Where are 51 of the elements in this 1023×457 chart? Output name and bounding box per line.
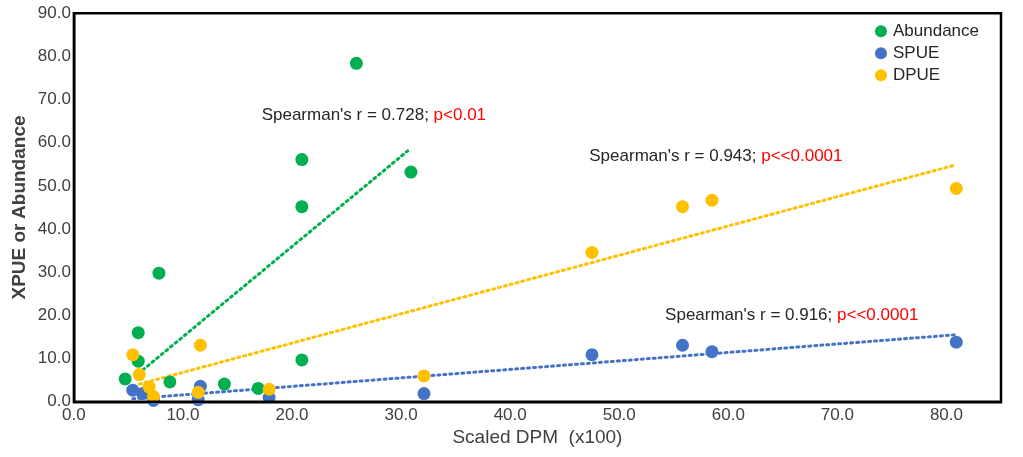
point: [126, 348, 140, 362]
y-axis-title: XPUE or Abundance: [7, 115, 29, 300]
x-tick-label: 10.0: [166, 404, 200, 424]
point: [295, 200, 309, 214]
point: [118, 372, 132, 386]
annotation: Spearman's r = 0.916; p<<0.0001: [665, 304, 919, 324]
x-tick-label: 30.0: [384, 404, 418, 424]
point: [949, 335, 963, 349]
point: [705, 345, 719, 359]
point: [191, 385, 205, 399]
legend-label: Abundance: [892, 20, 980, 40]
y-tick-label: 90.0: [37, 2, 71, 22]
point: [152, 266, 166, 280]
point: [417, 369, 431, 383]
x-tick-label: 60.0: [711, 404, 745, 424]
point: [295, 153, 309, 167]
x-tick-label: 20.0: [275, 404, 309, 424]
y-tick-label: 20.0: [37, 305, 71, 325]
point: [676, 338, 690, 352]
y-tick-label: 60.0: [37, 132, 71, 152]
point: [262, 382, 276, 396]
point: [349, 56, 363, 70]
point: [217, 377, 231, 391]
y-tick-label: 80.0: [37, 46, 71, 66]
y-tick-label: 70.0: [37, 89, 71, 109]
point: [417, 387, 431, 401]
point: [295, 353, 309, 367]
legend-label: DPUE: [892, 64, 941, 84]
y-tick-label: 40.0: [37, 218, 71, 238]
point: [131, 326, 145, 340]
y-tick-label: 30.0: [37, 261, 71, 281]
x-axis-title: Scaled DPM (x100): [452, 425, 623, 447]
point: [163, 375, 177, 389]
point: [585, 348, 599, 362]
x-tick-label: 70.0: [820, 404, 854, 424]
point: [705, 193, 719, 207]
y-tick-label: 50.0: [37, 175, 71, 195]
x-tick-label: 50.0: [602, 404, 636, 424]
annotation: Spearman's r = 0.943; p<<0.0001: [589, 146, 843, 166]
point: [193, 338, 207, 352]
x-tick-label: 80.0: [929, 404, 964, 424]
x-tick-label: 40.0: [493, 404, 527, 424]
annotation: Spearman's r = 0.728; p<0.01: [261, 104, 487, 124]
legend-label: SPUE: [892, 42, 940, 62]
y-tick-label: 10.0: [37, 348, 71, 368]
point: [132, 368, 146, 382]
point: [585, 245, 599, 259]
point: [404, 165, 418, 179]
point: [949, 182, 963, 195]
point: [251, 381, 265, 395]
point: [676, 200, 690, 214]
